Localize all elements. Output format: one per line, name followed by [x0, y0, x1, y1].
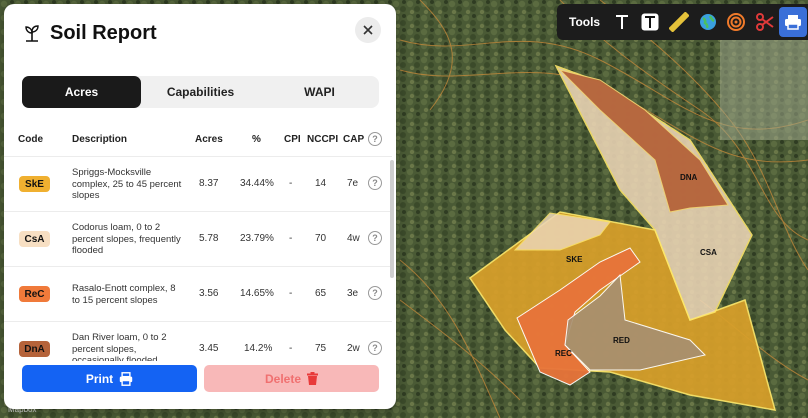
- soil-percent: 14.65%: [240, 288, 274, 299]
- soil-code-badge: DnA: [19, 341, 50, 357]
- soil-cpi: -: [289, 233, 293, 244]
- soil-acres: 3.45: [199, 343, 219, 354]
- ruler-tool-button[interactable]: [665, 7, 693, 37]
- soil-nccpi: 14: [315, 178, 327, 189]
- header-acres: Acres: [195, 134, 223, 145]
- soil-cpi: -: [289, 178, 293, 189]
- map-label-rec: REC: [555, 349, 572, 358]
- soil-cap: 4w: [347, 233, 360, 244]
- soil-table-body: SkE Spriggs-Mocksville complex, 25 to 45…: [4, 156, 392, 361]
- map-label-dna: DNA: [680, 173, 698, 182]
- soil-description: Rasalo-Enott complex, 8 to 15 percent sl…: [72, 283, 176, 306]
- soil-code-badge: CsA: [19, 231, 50, 247]
- soil-acres: 3.56: [199, 288, 219, 299]
- print-tool-button[interactable]: [779, 7, 808, 37]
- soil-percent: 34.44%: [240, 178, 274, 189]
- text-box-icon: [641, 13, 659, 31]
- report-tabs: Acres Capabilities WAPI: [22, 76, 379, 108]
- close-icon: [363, 25, 373, 35]
- text-box-tool-button[interactable]: [637, 7, 665, 37]
- header-nccpi: NCCPI: [307, 134, 339, 145]
- soil-percent: 23.79%: [240, 233, 274, 244]
- close-button[interactable]: [355, 17, 381, 43]
- soil-nccpi: 75: [315, 343, 327, 354]
- print-icon: [785, 15, 802, 30]
- soil-report-panel: Soil Report Acres Capabilities WAPI Code…: [4, 4, 396, 409]
- globe-tool-button[interactable]: [694, 7, 722, 37]
- help-icon[interactable]: ?: [368, 286, 382, 300]
- print-label: Print: [85, 371, 114, 386]
- target-icon: [727, 13, 746, 31]
- soil-polygon-red[interactable]: [564, 273, 706, 371]
- table-header: Code Description Acres % CPI NCCPI CAP ?: [4, 130, 396, 154]
- soil-nccpi: 70: [315, 233, 327, 244]
- header-cpi: CPI: [284, 134, 301, 145]
- delete-label: Delete: [264, 371, 302, 386]
- tab-wapi[interactable]: WAPI: [304, 85, 335, 99]
- print-icon: [119, 371, 133, 386]
- header-description: Description: [72, 134, 128, 145]
- soil-polygon-dna[interactable]: [558, 69, 729, 213]
- scissors-icon: [755, 13, 774, 31]
- tab-capabilities[interactable]: Capabilities: [166, 85, 235, 99]
- map-label-ske: SKE: [566, 255, 583, 264]
- soil-description: Spriggs-Mocksville complex, 25 to 45 per…: [72, 167, 182, 201]
- soil-cap: 3e: [347, 288, 359, 299]
- globe-icon: [699, 14, 716, 30]
- table-scrollbar[interactable]: [390, 160, 394, 278]
- header-percent: %: [252, 134, 261, 145]
- panel-header: Soil Report: [4, 4, 396, 60]
- tools-label: Tools: [569, 15, 601, 29]
- table-row[interactable]: ReC Rasalo-Enott complex, 8 to 15 percen…: [4, 266, 392, 320]
- panel-title: Soil Report: [50, 22, 157, 44]
- table-row[interactable]: CsA Codorus loam, 0 to 2 percent slopes,…: [4, 211, 392, 265]
- help-icon[interactable]: ?: [368, 176, 382, 190]
- header-cap: CAP: [343, 134, 365, 145]
- soil-cpi: -: [289, 343, 293, 354]
- table-row[interactable]: SkE Spriggs-Mocksville complex, 25 to 45…: [4, 156, 392, 210]
- map-toolbar: Tools: [557, 4, 808, 40]
- soil-cap: 7e: [347, 178, 359, 189]
- soil-code-badge: SkE: [19, 176, 50, 192]
- soil-nccpi: 65: [315, 288, 327, 299]
- soil-cpi: -: [289, 288, 293, 299]
- ruler-icon: [669, 12, 690, 32]
- target-tool-button[interactable]: [722, 7, 750, 37]
- soil-acres: 8.37: [199, 178, 219, 189]
- soil-polygon-csa-left[interactable]: [513, 212, 611, 251]
- soil-acres: 5.78: [199, 233, 219, 244]
- tab-acres[interactable]: Acres: [22, 76, 141, 108]
- map-label-red: RED: [613, 336, 630, 345]
- table-row[interactable]: DnA Dan River loam, 0 to 2 percent slope…: [4, 321, 392, 361]
- soil-code-badge: ReC: [19, 286, 50, 302]
- header-code: Code: [18, 134, 43, 145]
- delete-button[interactable]: Delete: [204, 365, 379, 392]
- text-icon: [615, 15, 628, 29]
- scissors-tool-button[interactable]: [751, 7, 779, 37]
- help-icon[interactable]: ?: [368, 231, 382, 245]
- soil-percent: 14.2%: [244, 343, 273, 354]
- soil-polygon-rec[interactable]: [516, 247, 641, 386]
- map-attribution: Mapbox: [8, 405, 36, 414]
- map-label-csa: CSA: [700, 248, 717, 257]
- trash-icon: [307, 372, 319, 385]
- soil-cap: 2w: [347, 343, 360, 354]
- sprout-icon: [25, 25, 39, 42]
- help-icon[interactable]: ?: [368, 132, 382, 146]
- help-icon[interactable]: ?: [368, 341, 382, 355]
- print-button[interactable]: Print: [22, 365, 197, 392]
- soil-description: Dan River loam, 0 to 2 percent slopes, o…: [72, 332, 167, 361]
- soil-description: Codorus loam, 0 to 2 percent slopes, fre…: [72, 222, 181, 256]
- text-tool-button[interactable]: [608, 7, 636, 37]
